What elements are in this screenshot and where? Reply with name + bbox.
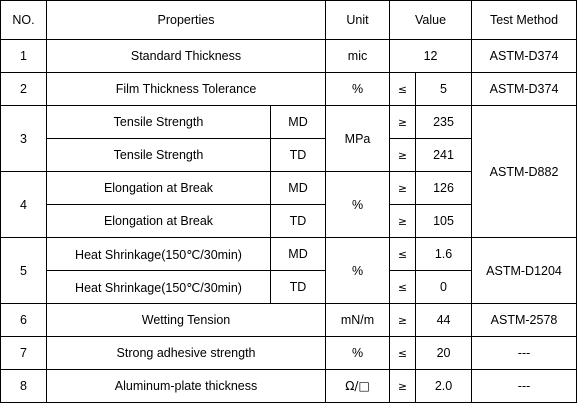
- row-number: 5: [0, 237, 47, 304]
- row-number: 2: [0, 72, 47, 106]
- value-cell: 44: [415, 303, 473, 337]
- value-cell: 5: [415, 72, 473, 106]
- test-method-cell: ---: [471, 369, 577, 403]
- property-name: Standard Thickness: [45, 39, 327, 73]
- unit-cell: %: [325, 72, 391, 106]
- table-row: 6 Wetting Tension mN/m ≥ 44 ASTM-2578: [0, 303, 577, 337]
- row-number: 8: [0, 369, 47, 403]
- row-number: 3: [0, 105, 47, 172]
- operator-cell: ≥: [389, 138, 417, 172]
- test-method-cell: ASTM-D374: [471, 39, 577, 73]
- unit-cell: mic: [325, 39, 391, 73]
- property-name: Elongation at Break: [46, 171, 271, 205]
- row-number: 7: [0, 336, 47, 370]
- direction-cell: TD: [269, 138, 327, 172]
- operator-cell: ≥: [389, 105, 417, 139]
- table-row: Elongation at Break TD ≥ 105: [1, 204, 577, 238]
- test-method-cell: ASTM-2578: [471, 303, 577, 337]
- unit-cell: mN/m: [325, 303, 391, 337]
- property-name: Wetting Tension: [45, 303, 327, 337]
- property-name: Film Thickness Tolerance: [45, 72, 327, 106]
- operator-cell: ≤: [389, 72, 417, 106]
- value-cell: 20: [415, 336, 473, 370]
- test-method-cell: ---: [471, 336, 577, 370]
- value-cell: 235: [415, 105, 473, 139]
- property-name: Heat Shrinkage(150℃/30min): [46, 270, 271, 304]
- value-cell: 0: [415, 270, 473, 304]
- test-method-cell: ASTM-D374: [471, 72, 577, 106]
- unit-cell: %: [325, 171, 391, 238]
- operator-cell: ≥: [389, 171, 417, 205]
- header-no: NO.: [0, 0, 47, 40]
- operator-cell: ≥: [389, 303, 417, 337]
- value-cell: 2.0: [415, 369, 473, 403]
- property-name: Heat Shrinkage(150℃/30min): [46, 237, 271, 271]
- table-row: 5 Heat Shrinkage(150℃/30min) MD % ≤ 1.6 …: [0, 237, 577, 304]
- header-value: Value: [389, 0, 473, 40]
- test-method-cell: ASTM-D882: [471, 105, 577, 238]
- table-row: 4 Elongation at Break MD % ≥ 126: [0, 171, 577, 238]
- table-row: 1 Standard Thickness mic 12 ASTM-D374: [0, 39, 577, 73]
- row-number: 1: [0, 39, 47, 73]
- row-number: 6: [0, 303, 47, 337]
- unit-cell: %: [325, 237, 391, 304]
- value-cell: 126: [415, 171, 473, 205]
- operator-cell: ≥: [389, 204, 417, 238]
- test-method-cell: ASTM-D1204: [471, 237, 577, 304]
- property-name: Strong adhesive strength: [45, 336, 327, 370]
- operator-cell: ≤: [389, 336, 417, 370]
- value-cell: 1.6: [415, 237, 473, 271]
- header-properties: Properties: [45, 0, 327, 40]
- table-row: 7 Strong adhesive strength % ≤ 20 ---: [0, 336, 577, 370]
- property-name: Elongation at Break: [46, 204, 271, 238]
- direction-cell: MD: [269, 105, 327, 139]
- header-row: NO. Properties Unit Value Test Method: [0, 0, 577, 40]
- table-row: 2 Film Thickness Tolerance % ≤ 5 ASTM-D3…: [0, 72, 577, 106]
- value-cell: 105: [415, 204, 473, 238]
- unit-cell: MPa: [325, 105, 391, 172]
- direction-cell: TD: [269, 270, 327, 304]
- value-cell: 12: [389, 39, 473, 73]
- property-name: Tensile Strength: [46, 138, 271, 172]
- property-name: Tensile Strength: [46, 105, 271, 139]
- operator-cell: ≥: [389, 369, 417, 403]
- unit-cell: Ω/□: [325, 369, 391, 403]
- direction-cell: MD: [269, 237, 327, 271]
- direction-cell: TD: [269, 204, 327, 238]
- table-row: Tensile Strength TD ≥ 241: [1, 138, 577, 172]
- table-row: 8 Aluminum-plate thickness Ω/□ ≥ 2.0 ---: [0, 369, 577, 403]
- value-cell: 241: [415, 138, 473, 172]
- direction-cell: MD: [269, 171, 327, 205]
- row-number: 4: [0, 171, 47, 238]
- header-unit: Unit: [325, 0, 391, 40]
- table-row: 3 Tensile Strength MD MPa ≥ 235 ASTM-D88…: [0, 105, 577, 238]
- property-name: Aluminum-plate thickness: [45, 369, 327, 403]
- operator-cell: ≤: [389, 237, 417, 271]
- unit-cell: %: [325, 336, 391, 370]
- header-test-method: Test Method: [471, 0, 577, 40]
- operator-cell: ≤: [389, 270, 417, 304]
